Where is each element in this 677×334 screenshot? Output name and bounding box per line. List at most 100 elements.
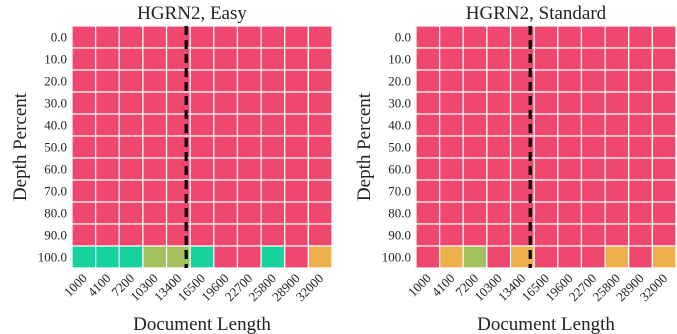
heatmap-cell — [189, 223, 215, 247]
heatmap-cell — [213, 25, 239, 49]
heatmap-cell — [95, 157, 120, 181]
heatmap-cell — [95, 25, 120, 49]
heatmap-cell — [651, 157, 677, 181]
heatmap-cell — [580, 113, 606, 137]
heatmap-cell — [651, 113, 677, 137]
heatmap-cell — [142, 245, 168, 269]
y-tick-label: 60.0 — [44, 162, 67, 177]
heatmap-cell — [307, 135, 333, 159]
heatmap-cell — [415, 135, 441, 159]
heatmap-cell — [71, 69, 97, 93]
heatmap-cell — [439, 201, 464, 225]
y-tick-label: 100.0 — [382, 250, 411, 265]
heatmap-cell — [628, 179, 653, 203]
heatmap-cell — [604, 223, 630, 247]
y-tick-label: 30.0 — [388, 96, 411, 111]
heatmap-cell — [462, 245, 488, 269]
heatmap-cell — [557, 113, 583, 137]
heatmap-cell — [260, 179, 286, 203]
heatmap-cell — [284, 201, 309, 225]
heatmap-cell — [284, 47, 309, 71]
heatmap-cell — [415, 113, 441, 137]
x-tick-label: 32000 — [293, 271, 327, 305]
heatmap-cell — [439, 223, 464, 247]
heatmap-cell — [462, 69, 488, 93]
heatmap-cell — [307, 91, 333, 115]
heatmap-cell — [142, 25, 168, 49]
heatmap-cell — [604, 91, 630, 115]
heatmap-cell — [415, 25, 441, 49]
heatmap-cell — [236, 201, 262, 225]
heatmap-cell — [95, 245, 120, 269]
heatmap-cell — [651, 91, 677, 115]
chart-title: HGRN2, Easy — [137, 3, 247, 24]
heatmap-cell — [307, 179, 333, 203]
heatmap-cell — [462, 179, 488, 203]
heatmap-cell — [213, 69, 239, 93]
heatmap-cell — [236, 47, 262, 71]
heatmap-cell — [628, 245, 653, 269]
heatmap-cell — [260, 135, 286, 159]
heatmap-cell — [71, 25, 97, 49]
heatmap-cell — [118, 69, 144, 93]
heatmap-cell — [533, 223, 559, 247]
heatmap-cell — [604, 113, 630, 137]
heatmap-cell — [142, 179, 168, 203]
heatmap-cell — [557, 135, 583, 159]
y-axis-label: Depth Percent — [10, 92, 31, 201]
heatmap-cell — [142, 201, 168, 225]
heatmap-cell — [118, 25, 144, 49]
heatmap-cell — [71, 157, 97, 181]
heatmap-cell — [213, 135, 239, 159]
heatmap-cell — [260, 113, 286, 137]
heatmap-cell — [439, 135, 464, 159]
heatmap-cell — [189, 157, 215, 181]
y-tick-label: 50.0 — [44, 140, 67, 155]
heatmap-cell — [533, 135, 559, 159]
heatmap-cell — [604, 69, 630, 93]
heatmap-cell — [236, 179, 262, 203]
heatmap-cell — [628, 47, 653, 71]
heatmap-cell — [651, 201, 677, 225]
heatmap-cell — [533, 47, 559, 71]
heatmap-cell — [557, 179, 583, 203]
y-tick-label: 90.0 — [44, 228, 67, 243]
heatmap-cell — [533, 157, 559, 181]
heatmap-cell — [71, 245, 97, 269]
heatmap-cell — [604, 135, 630, 159]
heatmap-cell — [604, 201, 630, 225]
heatmap-cell — [213, 201, 239, 225]
chart-title: HGRN2, Standard — [466, 3, 607, 24]
heatmap-cell — [236, 91, 262, 115]
heatmap-cell — [580, 157, 606, 181]
y-tick-label: 20.0 — [44, 74, 67, 89]
heatmap-cell — [628, 157, 653, 181]
heatmap-cell — [439, 91, 464, 115]
heatmap-cell — [189, 245, 215, 269]
heatmap-cell — [118, 91, 144, 115]
x-tick-label: 4100 — [429, 271, 458, 300]
heatmap-cell — [236, 245, 262, 269]
heatmap-cell — [236, 113, 262, 137]
heatmap-cell — [462, 157, 488, 181]
x-tick-label: 4100 — [85, 271, 114, 300]
x-axis-label: Document Length — [477, 314, 615, 334]
heatmap-cell — [95, 223, 120, 247]
heatmap-cell — [651, 245, 677, 269]
x-axis-label: Document Length — [133, 314, 271, 334]
heatmap-cell — [604, 179, 630, 203]
y-tick-label: 70.0 — [44, 184, 67, 199]
heatmap-cell — [580, 91, 606, 115]
heatmap-cell — [557, 91, 583, 115]
heatmap-cell — [71, 223, 97, 247]
heatmap-cell — [557, 245, 583, 269]
heatmap-cell — [260, 69, 286, 93]
heatmap-cell — [189, 25, 215, 49]
heatmap-cell — [71, 47, 97, 71]
heatmap-cell — [415, 245, 441, 269]
heatmap-cell — [604, 47, 630, 71]
heatmap-cell — [118, 47, 144, 71]
heatmap-cell — [533, 113, 559, 137]
heatmap-cell — [415, 91, 441, 115]
